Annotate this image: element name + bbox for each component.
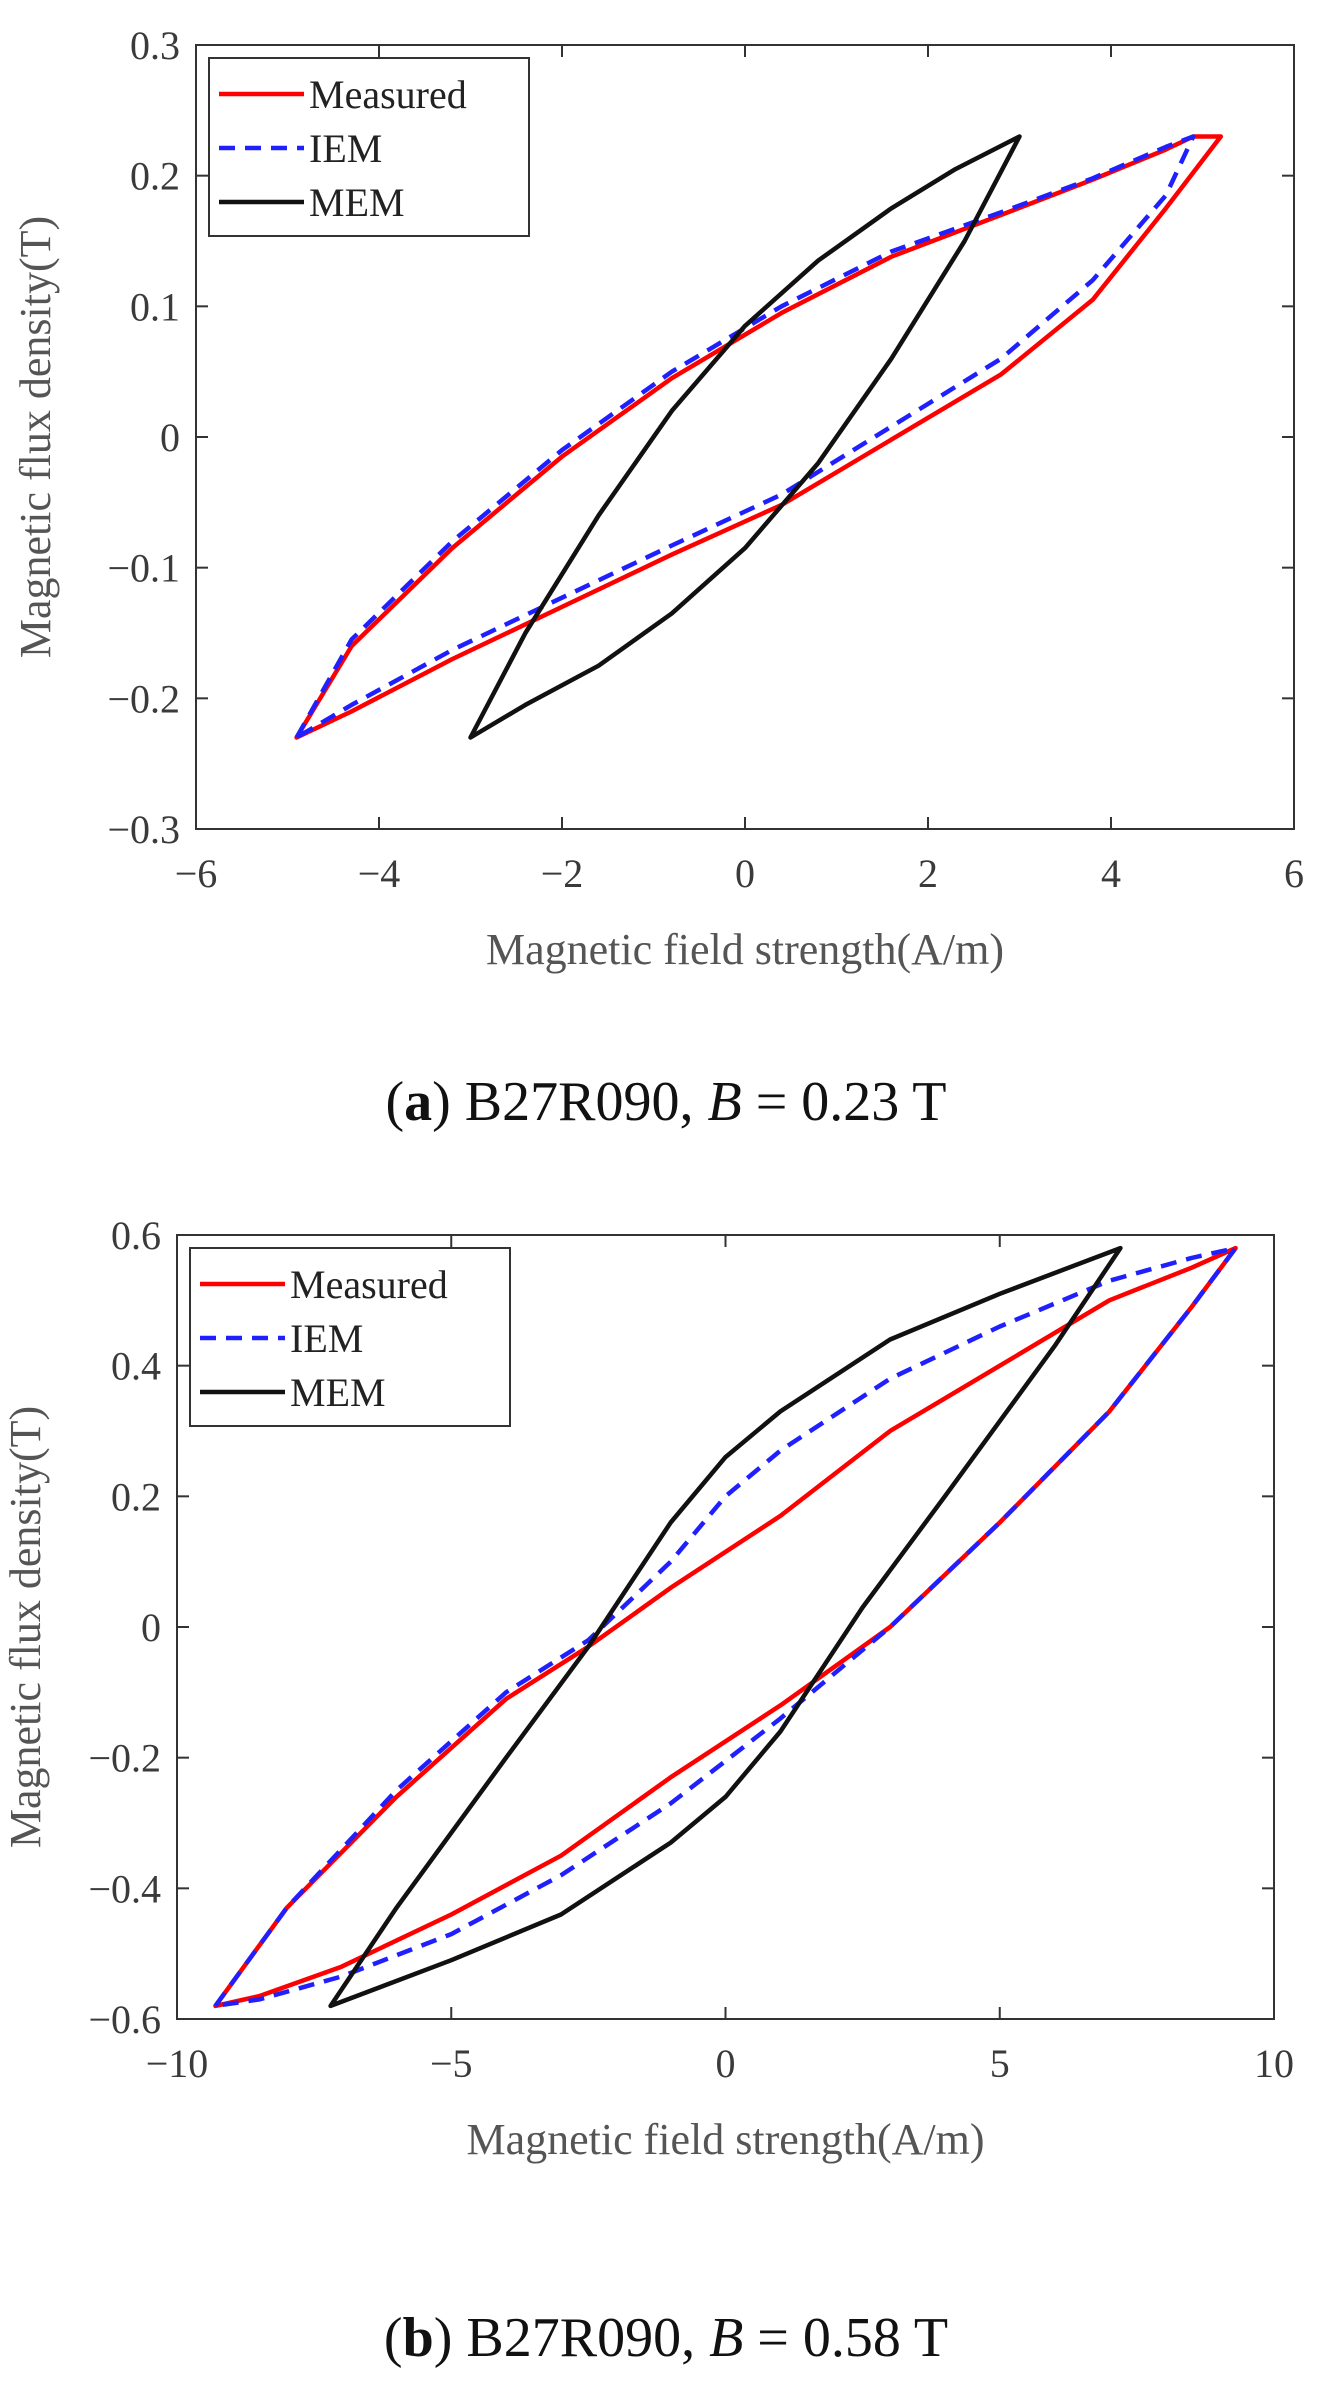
x-tick-label: 6: [1284, 851, 1304, 896]
y-tick-label: −0.2: [88, 1736, 161, 1781]
series-line-iem: [294, 134, 1196, 740]
x-tick-label: 10: [1254, 2041, 1294, 2086]
legend-box: [208, 57, 530, 237]
y-tick-label: 0.2: [111, 1474, 161, 1519]
series-line-measured: [294, 134, 1224, 740]
y-axis-label: Magnetic flux density(T): [11, 216, 60, 658]
y-axis-label: Magnetic flux density(T): [1, 1406, 50, 1848]
legend: Measured IEM MEM: [208, 57, 530, 237]
series-line-mem: [328, 1245, 1123, 2009]
legend-label-mem: MEM: [309, 180, 405, 225]
figure-panel-a: −6 −4 −2 0 2 4 6 −0.3 −0.2 −0.1 0 0.1 0.2 0.3 Magnetic…: [0, 0, 1332, 1150]
legend-label-measured: Measured: [309, 72, 467, 117]
y-tick-label: 0.3: [130, 23, 180, 68]
legend: Measured IEM MEM: [189, 1247, 511, 1427]
y-tick-label: 0: [141, 1605, 161, 1650]
series-line-mem: [468, 134, 1022, 740]
legend-label-iem: IEM: [309, 126, 382, 171]
y-tick-label: −0.3: [107, 807, 180, 852]
x-axis-label: Magnetic field strength(A/m): [486, 925, 1004, 974]
x-tick-label: −5: [430, 2041, 473, 2086]
x-tick-label: −6: [175, 851, 218, 896]
x-tick-label: 2: [918, 851, 938, 896]
legend-label-mem: MEM: [290, 1370, 386, 1415]
series-line-iem: [213, 1245, 1238, 2009]
chart-a: −6 −4 −2 0 2 4 6 −0.3 −0.2 −0.1 0 0.1 0.2 0.3 Magnetic…: [11, 23, 1304, 1133]
figure-panel-b: −10 −5 0 5 10 −0.6 −0.4 −0.2 0 0.2 0.4 0.6 Magnetic …: [0, 1190, 1332, 2386]
chart-b: −10 −5 0 5 10 −0.6 −0.4 −0.2 0 0.2 0.4 0.6 Magnetic …: [1, 1213, 1294, 2369]
caption-panel-label: b: [403, 2307, 434, 2369]
figure-caption: (a) B27R090, B = 0.23 T: [385, 1071, 946, 1133]
legend-box: [189, 1247, 511, 1427]
y-tick-label: −0.1: [107, 546, 180, 591]
y-tick-label: 0: [160, 415, 180, 460]
x-tick-label: −4: [358, 851, 401, 896]
y-tick-label: 0.4: [111, 1344, 161, 1389]
figure-caption: (b) B27R090, B = 0.58 T: [384, 2307, 948, 2369]
x-tick-label: 0: [716, 2041, 736, 2086]
x-tick-label: −2: [541, 851, 584, 896]
y-tick-label: 0.2: [130, 154, 180, 199]
y-tick-label: −0.2: [107, 676, 180, 721]
caption-panel-label: a: [404, 1071, 432, 1133]
y-tick-label: 0.6: [111, 1213, 161, 1258]
x-axis-label: Magnetic field strength(A/m): [466, 2115, 984, 2164]
x-tick-label: 5: [990, 2041, 1010, 2086]
series-line-measured: [213, 1245, 1238, 2009]
y-tick-label: −0.6: [88, 1997, 161, 2042]
y-tick-label: −0.4: [88, 1866, 161, 1911]
x-tick-label: −10: [146, 2041, 209, 2086]
x-tick-label: 0: [735, 851, 755, 896]
legend-label-measured: Measured: [290, 1262, 448, 1307]
y-tick-label: 0.1: [130, 284, 180, 329]
x-tick-label: 4: [1101, 851, 1121, 896]
legend-label-iem: IEM: [290, 1316, 363, 1361]
